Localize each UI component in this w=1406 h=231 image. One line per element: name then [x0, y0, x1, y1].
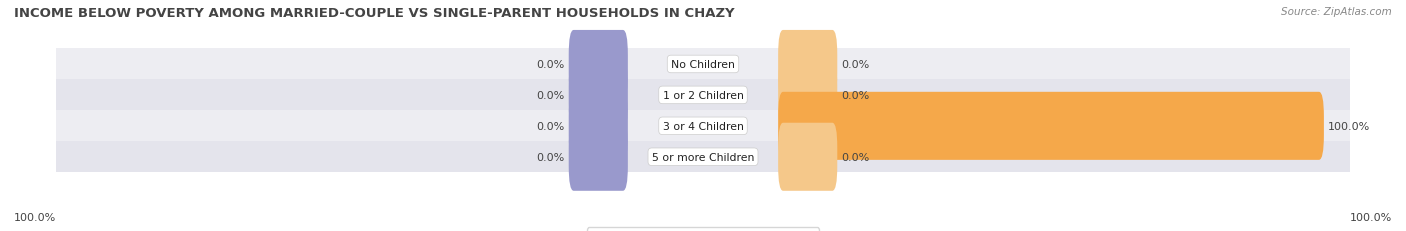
Bar	[56, 111, 1350, 142]
FancyBboxPatch shape	[568, 62, 628, 129]
Text: No Children: No Children	[671, 60, 735, 70]
Text: 1 or 2 Children: 1 or 2 Children	[662, 91, 744, 100]
Text: Source: ZipAtlas.com: Source: ZipAtlas.com	[1281, 7, 1392, 17]
Bar	[56, 142, 1350, 173]
Text: 0.0%: 0.0%	[536, 121, 564, 131]
Text: 3 or 4 Children: 3 or 4 Children	[662, 121, 744, 131]
FancyBboxPatch shape	[778, 123, 838, 191]
FancyBboxPatch shape	[778, 92, 1324, 160]
Text: 0.0%: 0.0%	[842, 152, 870, 162]
Text: 100.0%: 100.0%	[14, 212, 56, 222]
Text: 0.0%: 0.0%	[842, 60, 870, 70]
Legend: Married Couples, Single Parents: Married Couples, Single Parents	[586, 228, 820, 231]
Text: 0.0%: 0.0%	[536, 91, 564, 100]
Text: 5 or more Children: 5 or more Children	[652, 152, 754, 162]
FancyBboxPatch shape	[778, 31, 838, 99]
Text: 100.0%: 100.0%	[1350, 212, 1392, 222]
FancyBboxPatch shape	[568, 31, 628, 99]
FancyBboxPatch shape	[778, 62, 838, 129]
Text: INCOME BELOW POVERTY AMONG MARRIED-COUPLE VS SINGLE-PARENT HOUSEHOLDS IN CHAZY: INCOME BELOW POVERTY AMONG MARRIED-COUPL…	[14, 7, 735, 20]
Text: 0.0%: 0.0%	[536, 152, 564, 162]
FancyBboxPatch shape	[568, 123, 628, 191]
Text: 100.0%: 100.0%	[1329, 121, 1371, 131]
Text: 0.0%: 0.0%	[536, 60, 564, 70]
Text: 0.0%: 0.0%	[842, 91, 870, 100]
FancyBboxPatch shape	[568, 92, 628, 160]
Bar	[56, 49, 1350, 80]
Bar	[56, 80, 1350, 111]
